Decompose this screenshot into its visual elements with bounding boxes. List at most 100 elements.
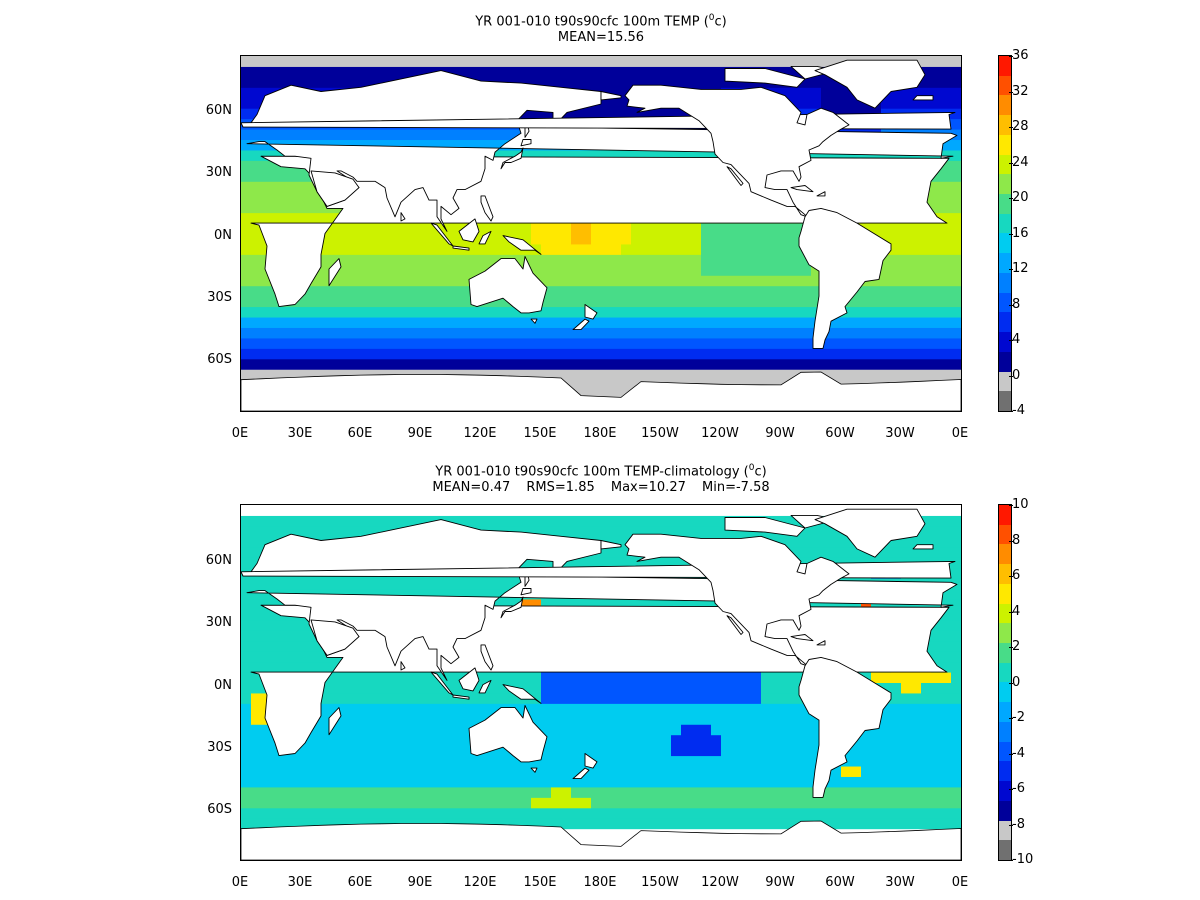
- ocean-cell: [431, 56, 442, 67]
- ocean-cell: [721, 505, 732, 516]
- ocean-cell: [391, 285, 402, 297]
- ocean-cell: [861, 818, 872, 830]
- ocean-cell: [381, 703, 392, 715]
- ocean-cell: [661, 598, 672, 610]
- ocean-cell: [301, 369, 312, 381]
- ocean-cell: [561, 745, 572, 757]
- ocean-cell: [421, 578, 432, 590]
- ocean-cell: [601, 264, 612, 276]
- ocean-cell: [931, 264, 942, 276]
- ocean-cell: [731, 306, 742, 318]
- ocean-cell: [941, 515, 952, 527]
- ocean-cell: [271, 212, 282, 224]
- ocean-cell: [681, 296, 692, 308]
- ocean-cell: [611, 254, 622, 266]
- ocean-cell: [351, 797, 362, 809]
- ocean-cell: [481, 317, 492, 328]
- ocean-cell: [381, 66, 392, 78]
- ocean-cell: [321, 578, 332, 590]
- ocean-cell: [321, 66, 332, 78]
- ocean-cell: [451, 56, 462, 67]
- ocean-cell: [251, 202, 262, 214]
- ocean-cell: [741, 233, 752, 245]
- ocean-cell: [561, 692, 572, 704]
- ocean-cell: [911, 766, 922, 777]
- ocean-cell: [621, 713, 632, 725]
- ocean-cell: [361, 275, 372, 287]
- ocean-cell: [671, 734, 682, 746]
- ocean-cell: [621, 536, 632, 548]
- lon-label: 30E: [287, 426, 313, 441]
- ocean-cell: [331, 76, 342, 88]
- ocean-cell: [461, 306, 472, 318]
- ocean-cell: [591, 390, 602, 402]
- ocean-cell: [831, 536, 842, 548]
- ocean-cell: [491, 797, 502, 809]
- ocean-cell: [661, 275, 672, 287]
- ocean-cell: [311, 640, 322, 652]
- ocean-cell: [871, 275, 882, 287]
- ocean-cell: [551, 745, 562, 757]
- ocean-cell: [831, 807, 842, 819]
- ocean-cell: [391, 713, 402, 725]
- ocean-cell: [841, 369, 852, 381]
- ocean-cell: [721, 254, 732, 266]
- ocean-cell: [831, 766, 842, 777]
- ocean-cell: [661, 223, 672, 234]
- ocean-cell: [281, 76, 292, 88]
- ocean-cell: [391, 223, 402, 234]
- ocean-cell: [921, 807, 932, 819]
- ocean-cell: [641, 223, 652, 234]
- ocean-cell: [801, 275, 812, 287]
- ocean-cell: [331, 306, 342, 318]
- ocean-cell: [441, 797, 452, 809]
- ocean-cell: [741, 766, 752, 777]
- ocean-cell: [781, 505, 792, 516]
- ocean-cell: [921, 233, 932, 245]
- ocean-cell: [441, 724, 452, 736]
- ocean-cell: [301, 619, 312, 631]
- ocean-cell: [671, 264, 682, 276]
- ocean-cell: [331, 682, 342, 694]
- ocean-cell: [541, 776, 552, 788]
- ocean-cell: [551, 233, 562, 245]
- ocean-cell: [721, 776, 732, 788]
- ocean-cell: [461, 766, 472, 777]
- ocean-cell: [941, 285, 952, 297]
- colorbar-swatch: [999, 95, 1011, 116]
- ocean-cell: [421, 682, 432, 694]
- ocean-cell: [241, 296, 252, 308]
- ocean-cell: [691, 254, 702, 266]
- ocean-cell: [941, 682, 952, 694]
- ocean-cell: [521, 818, 532, 830]
- ocean-cell: [651, 223, 662, 234]
- ocean-cell: [321, 212, 332, 224]
- ocean-cell: [711, 233, 722, 245]
- ocean-cell: [821, 818, 832, 830]
- ocean-cell: [301, 786, 312, 798]
- ocean-cell: [801, 807, 812, 819]
- ocean-cell: [411, 254, 422, 266]
- ocean-cell: [601, 807, 612, 819]
- ocean-cell: [271, 766, 282, 777]
- ocean-cell: [321, 786, 332, 798]
- ocean-cell: [891, 546, 902, 558]
- ocean-cell: [941, 505, 952, 516]
- ocean-cell: [571, 818, 582, 830]
- ocean-cell: [361, 755, 372, 767]
- ocean-cell: [951, 212, 961, 224]
- ocean-cell: [601, 703, 612, 715]
- ocean-cell: [281, 56, 292, 67]
- ocean-cell: [771, 682, 782, 694]
- ocean-cell: [291, 755, 302, 767]
- ocean-cell: [351, 766, 362, 777]
- ocean-cell: [701, 56, 712, 67]
- ocean-cell: [421, 724, 432, 736]
- ocean-cell: [381, 724, 392, 736]
- colorbar-tick-label: 8: [1009, 297, 1040, 312]
- ocean-cell: [611, 682, 622, 694]
- ocean-cell: [431, 734, 442, 746]
- ocean-cell: [391, 243, 402, 255]
- ocean-cell: [931, 755, 942, 767]
- ocean-cell: [341, 296, 352, 308]
